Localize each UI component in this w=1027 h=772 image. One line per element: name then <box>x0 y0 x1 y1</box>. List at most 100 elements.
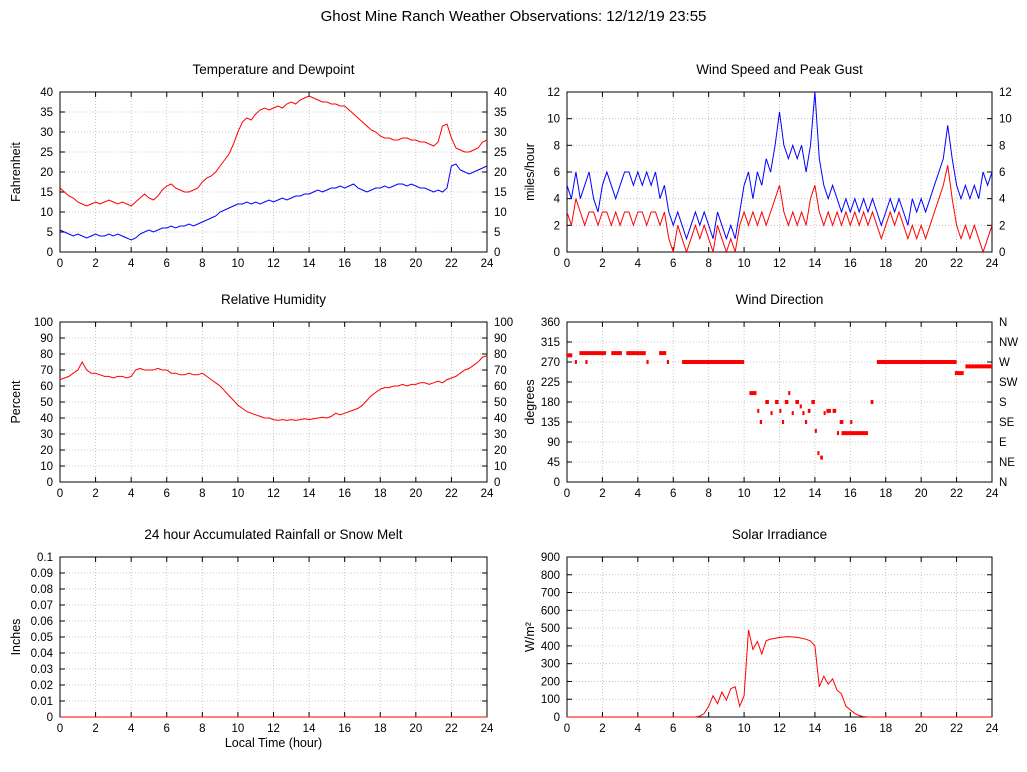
svg-text:S: S <box>999 397 1007 409</box>
chart-solar-irradiance: 0 2 4 6 8 10 12 14 16 18 20 22 240100200300400500600… <box>523 527 999 735</box>
svg-text:6: 6 <box>164 723 170 735</box>
svg-text:12: 12 <box>999 87 1012 99</box>
svg-text:10: 10 <box>999 114 1012 126</box>
svg-text:25: 25 <box>40 147 53 159</box>
svg-text:80: 80 <box>40 349 53 361</box>
svg-text:18: 18 <box>374 258 387 270</box>
svg-text:100: 100 <box>34 317 53 329</box>
svg-text:4: 4 <box>635 258 642 270</box>
svg-text:90: 90 <box>40 333 53 345</box>
svg-text:0: 0 <box>47 477 53 489</box>
svg-text:15: 15 <box>40 187 53 199</box>
svg-text:0: 0 <box>564 488 570 500</box>
svg-text:18: 18 <box>879 258 892 270</box>
svg-text:20: 20 <box>494 445 507 457</box>
plot-border <box>566 556 993 718</box>
svg-text:0.06: 0.06 <box>31 616 53 628</box>
svg-text:10: 10 <box>547 114 560 126</box>
series-solar-irradiance-line <box>567 629 992 718</box>
y-axis-label: degrees <box>523 379 537 424</box>
svg-text:20: 20 <box>915 723 928 735</box>
svg-text:8: 8 <box>705 723 711 735</box>
svg-text:24: 24 <box>986 723 999 735</box>
svg-text:24: 24 <box>481 258 494 270</box>
svg-text:N: N <box>999 477 1007 489</box>
svg-text:18: 18 <box>879 723 892 735</box>
svg-text:10: 10 <box>738 723 751 735</box>
grid <box>567 322 992 482</box>
svg-text:20: 20 <box>40 445 53 457</box>
svg-text:22: 22 <box>950 258 963 270</box>
svg-text:2: 2 <box>92 723 98 735</box>
svg-text:16: 16 <box>844 723 857 735</box>
svg-text:10: 10 <box>40 461 53 473</box>
svg-text:12: 12 <box>547 87 560 99</box>
svg-text:20: 20 <box>494 167 507 179</box>
svg-text:30: 30 <box>494 127 507 139</box>
svg-text:0: 0 <box>564 723 570 735</box>
plot-border <box>566 321 993 483</box>
svg-text:0: 0 <box>494 477 500 489</box>
chart-title: Relative Humidity <box>221 292 326 307</box>
svg-text:20: 20 <box>40 167 53 179</box>
svg-text:4: 4 <box>999 194 1006 206</box>
svg-text:8: 8 <box>999 140 1005 152</box>
chart-accumulated-rainfall: 0 2 4 6 8 10 12 14 16 18 20 22 2400.010.020.030.040.… <box>9 527 494 750</box>
chart-title: 24 hour Accumulated Rainfall or Snow Mel… <box>144 527 402 542</box>
svg-text:5: 5 <box>47 227 53 239</box>
svg-text:800: 800 <box>541 570 560 582</box>
svg-text:0.04: 0.04 <box>31 648 54 660</box>
svg-text:24: 24 <box>481 488 494 500</box>
svg-text:18: 18 <box>879 488 892 500</box>
svg-text:14: 14 <box>303 488 316 500</box>
svg-text:2: 2 <box>599 488 605 500</box>
svg-text:6: 6 <box>999 167 1005 179</box>
svg-text:360: 360 <box>541 317 560 329</box>
svg-text:22: 22 <box>950 723 963 735</box>
svg-text:12: 12 <box>773 488 786 500</box>
svg-text:40: 40 <box>40 87 53 99</box>
svg-text:500: 500 <box>541 623 560 635</box>
chart-title: Wind Speed and Peak Gust <box>696 62 863 77</box>
grid <box>567 557 992 717</box>
svg-text:5: 5 <box>494 227 500 239</box>
svg-text:12: 12 <box>773 258 786 270</box>
svg-text:8: 8 <box>554 140 560 152</box>
svg-text:180: 180 <box>541 397 560 409</box>
svg-text:200: 200 <box>541 676 560 688</box>
svg-text:E: E <box>999 437 1007 449</box>
svg-text:2: 2 <box>554 220 560 232</box>
svg-text:NW: NW <box>999 337 1018 349</box>
svg-text:10: 10 <box>232 723 245 735</box>
svg-text:0.09: 0.09 <box>31 568 53 580</box>
svg-text:0: 0 <box>564 258 570 270</box>
chart-title: Solar Irradiance <box>732 527 827 542</box>
svg-text:225: 225 <box>541 377 560 389</box>
svg-text:4: 4 <box>635 488 642 500</box>
svg-text:0: 0 <box>554 712 560 724</box>
svg-text:35: 35 <box>40 107 53 119</box>
svg-text:0: 0 <box>999 247 1005 259</box>
svg-text:16: 16 <box>338 488 351 500</box>
svg-text:SE: SE <box>999 417 1015 429</box>
svg-text:22: 22 <box>445 488 458 500</box>
svg-text:0: 0 <box>57 723 63 735</box>
svg-text:8: 8 <box>199 488 205 500</box>
svg-text:14: 14 <box>809 723 822 735</box>
svg-text:SW: SW <box>999 377 1018 389</box>
svg-text:10: 10 <box>40 207 53 219</box>
grid <box>60 557 487 717</box>
svg-text:315: 315 <box>541 337 560 349</box>
series-peak-gust-line <box>566 91 993 241</box>
svg-text:100: 100 <box>494 317 513 329</box>
series-dewpoint-line <box>59 163 488 241</box>
svg-text:100: 100 <box>541 694 560 706</box>
svg-text:12: 12 <box>267 723 280 735</box>
grid <box>60 322 487 482</box>
svg-text:700: 700 <box>541 588 560 600</box>
svg-text:W: W <box>999 357 1010 369</box>
svg-text:20: 20 <box>409 723 422 735</box>
svg-text:6: 6 <box>164 488 170 500</box>
